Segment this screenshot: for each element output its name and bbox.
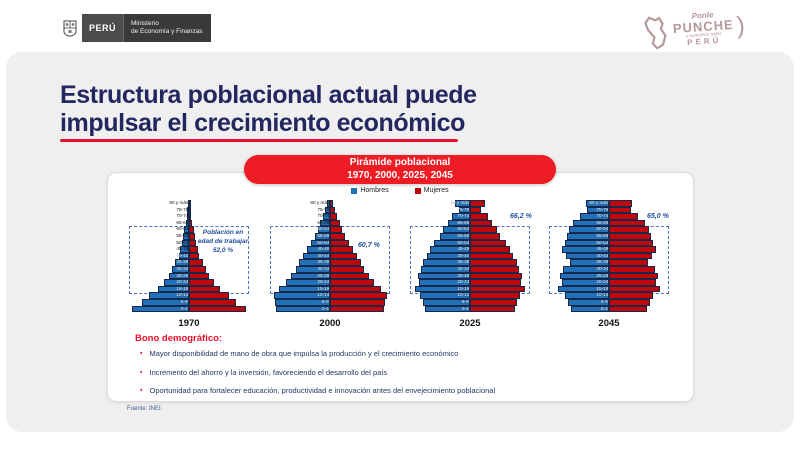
bono-demografico-list: ▪ Mayor disponibilidad de mano de obra qu… (140, 349, 670, 405)
ministry-name: Ministerio de Economía y Finanzas (124, 14, 211, 42)
page-title: Estructura poblacional actual puede impu… (60, 81, 477, 137)
bono-demografico-heading: Bono demográfico: (135, 333, 223, 344)
bullet-icon: ▪ (140, 350, 143, 357)
ministry-line1: Ministerio (131, 20, 159, 27)
chart-banner-line1: Pirámide poblacional (349, 157, 451, 168)
bono-bullet-3: ▪ Oportunidad para fortalecer educación, … (140, 386, 670, 395)
mujeres-swatch-icon (414, 187, 421, 194)
bono-bullet-2: ▪ Incremento del ahorro y la inversión, f… (140, 368, 670, 377)
title-underline-accent (60, 139, 458, 142)
peru-map-icon (644, 16, 667, 50)
legend-label-hombres: Hombres (360, 187, 389, 194)
punche-logo-bracket: ) (735, 12, 746, 40)
source-note: Fuente: INEI. (127, 406, 163, 412)
legend-item-hombres: Hombres (351, 187, 389, 194)
chart-banner: Pirámide poblacional 1970, 2000, 2025, 2… (244, 155, 556, 184)
page-title-line2: impulsar el crecimiento económico (60, 109, 465, 137)
legend-item-mujeres: Mujeres (414, 187, 449, 194)
hombres-swatch-icon (351, 187, 358, 194)
ponle-punche-peru-logo: Ponle PUNCHE y sumamos todos PERÚ ) (643, 2, 764, 56)
bono-bullet-text: Incremento del ahorro y la inversión, fa… (149, 367, 388, 377)
punche-logo-text: Ponle PUNCHE y sumamos todos PERÚ (672, 10, 735, 48)
ministry-line2: de Economía y Finanzas (131, 28, 203, 35)
bono-bullet-text: Oportunidad para fortalecer educación, p… (149, 386, 496, 395)
bullet-icon: ▪ (140, 387, 143, 394)
chart-legend: Hombres Mujeres (300, 187, 500, 194)
chart-banner-line2: 1970, 2000, 2025, 2045 (347, 169, 453, 181)
bullet-icon: ▪ (140, 368, 143, 376)
bono-bullet-text: Mayor disponibilidad de mano de obra que… (149, 349, 459, 358)
bono-bullet-1: ▪ Mayor disponibilidad de mano de obra qu… (140, 349, 670, 358)
page-title-line1: Estructura poblacional actual puede (60, 81, 477, 109)
mef-logo-bar: PERÚ Ministerio de Economía y Finanzas (58, 14, 211, 42)
legend-label-mujeres: Mujeres (423, 187, 449, 194)
peru-coat-of-arms-icon (58, 14, 82, 42)
peru-wordmark: PERÚ (82, 14, 125, 42)
